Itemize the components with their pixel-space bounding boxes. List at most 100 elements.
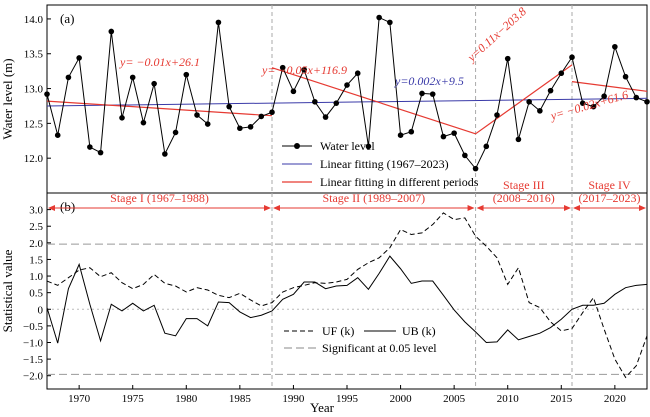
panel-b-ytick-label: −2.0 bbox=[23, 371, 43, 383]
water-level-point bbox=[579, 100, 586, 106]
period-fit-line bbox=[571, 80, 648, 92]
panel-b-xtick-label: 1985 bbox=[229, 393, 252, 405]
water-level-point bbox=[397, 132, 404, 139]
panel-b-xtick-label: 1975 bbox=[122, 393, 145, 405]
panel-b-xtick-label: 2000 bbox=[390, 393, 413, 405]
uf-line bbox=[46, 212, 648, 379]
stage-arrowhead-left bbox=[48, 204, 55, 211]
stage-label: Stage I (1967–1988) bbox=[110, 191, 209, 205]
stage-arrowhead-left bbox=[273, 204, 280, 211]
water-level-point bbox=[483, 143, 490, 150]
water-level-point bbox=[344, 82, 350, 88]
water-level-point bbox=[129, 74, 136, 81]
stage-arrowhead-left bbox=[476, 204, 484, 211]
legend-water-level-marker bbox=[294, 143, 300, 149]
water-level-point bbox=[301, 66, 307, 73]
water-level-point bbox=[526, 98, 532, 105]
stage-label-years: (2008–2016) bbox=[493, 191, 555, 205]
water-level-point bbox=[258, 113, 265, 120]
panel-a-ytick-label: 13.0 bbox=[24, 84, 44, 96]
legend-sig-label: Significant at 0.05 level bbox=[322, 341, 437, 355]
water-level-point bbox=[140, 119, 147, 126]
water-level-point bbox=[462, 152, 468, 159]
water-level-point bbox=[322, 114, 329, 120]
water-level-point bbox=[429, 91, 436, 97]
stage-label-years: (2017–2023) bbox=[579, 191, 641, 205]
water-level-point bbox=[226, 103, 232, 110]
panel-b-ytick-label: 3.0 bbox=[29, 205, 43, 217]
panel-b-ytick-label: −1.5 bbox=[23, 354, 43, 366]
panel-b-legend: UF (k) UB (k) Significant at 0.05 level bbox=[284, 324, 437, 355]
panel-a-ylabel: Water level (m) bbox=[0, 58, 15, 139]
water-level-point bbox=[97, 149, 104, 156]
panel-a-ytick-label: 13.5 bbox=[24, 49, 44, 61]
water-level-point bbox=[333, 100, 340, 106]
stage-arrowhead-right bbox=[639, 204, 646, 211]
panel-b-ytick-label: 2.5 bbox=[29, 221, 43, 233]
water-level-point bbox=[204, 121, 211, 127]
water-level-point bbox=[472, 165, 479, 172]
panel-b-ytick-label: 1.5 bbox=[29, 254, 43, 266]
period-fit-line bbox=[271, 67, 476, 135]
legend-uf-label: UF (k) bbox=[322, 324, 354, 338]
stage-label: Stage II (1989–2007) bbox=[322, 191, 425, 205]
water-level-point bbox=[172, 129, 179, 136]
water-level-point bbox=[419, 90, 425, 97]
panel-b-label: (b) bbox=[60, 199, 75, 214]
panel-b-frame bbox=[46, 192, 648, 390]
water-level-point bbox=[590, 103, 597, 110]
water-level-point bbox=[290, 88, 297, 95]
panel-b-ytick-label: 0 bbox=[38, 304, 44, 316]
water-level-point bbox=[644, 98, 650, 105]
panel-a-ytick-label: 12.5 bbox=[24, 118, 44, 130]
fit-equation-label: y=0.11x−203.8 bbox=[464, 4, 529, 65]
water-level-point bbox=[237, 125, 243, 132]
panel-a-legend: Water level Linear fitting (1967–2023) L… bbox=[282, 139, 479, 189]
water-level-point bbox=[365, 143, 372, 150]
legend-period-fit-label: Linear fitting in different periods bbox=[320, 175, 479, 189]
panel-b-ytick-label: 1.0 bbox=[29, 271, 43, 283]
panel-b-ytick-label: −1.0 bbox=[23, 337, 43, 349]
linear-fit-line bbox=[46, 97, 648, 107]
panel-b-xtick-label: 1980 bbox=[175, 393, 198, 405]
water-level-point bbox=[612, 43, 618, 50]
water-level-point bbox=[44, 91, 50, 97]
water-level-point bbox=[108, 28, 115, 35]
fit-equation-label: y= −0.02x+61.6 bbox=[548, 87, 630, 123]
water-level-point bbox=[65, 74, 72, 81]
panel-b-xtick-label: 2015 bbox=[550, 393, 573, 405]
panel-b-ytick-label: 2.0 bbox=[29, 238, 43, 250]
stage-label: Stage III bbox=[503, 178, 545, 192]
water-level-point bbox=[312, 98, 318, 105]
panel-b-ytick-label: 0.5 bbox=[29, 288, 43, 300]
water-level-point bbox=[569, 54, 575, 61]
water-level-point bbox=[194, 112, 200, 118]
panel-b-xtick-label: 2010 bbox=[497, 393, 520, 405]
stage-label: Stage IV bbox=[588, 178, 631, 192]
water-level-point bbox=[151, 80, 157, 87]
fit-equation-label: y= −0.01x+26.1 bbox=[119, 55, 200, 69]
legend-ub-label: UB (k) bbox=[402, 324, 436, 338]
panel-b-xtick-label: 1995 bbox=[336, 393, 359, 405]
water-level-point bbox=[376, 14, 382, 21]
stage-arrowhead-right bbox=[564, 204, 571, 211]
water-level-point bbox=[162, 151, 168, 157]
water-level-point bbox=[87, 144, 93, 150]
legend-linear-fit-label: Linear fitting (1967–2023) bbox=[320, 157, 449, 171]
period-fit-line bbox=[475, 64, 573, 135]
water-level-point bbox=[515, 136, 522, 143]
water-level-point bbox=[269, 109, 275, 116]
panel-b: (b) Statistical value Year −2.0 −1.5 −1.0 −… bbox=[0, 178, 648, 415]
water-level-point bbox=[558, 70, 565, 77]
water-level-point bbox=[451, 130, 457, 136]
legend-water-level-label: Water level bbox=[320, 139, 375, 153]
water-level-point bbox=[408, 128, 415, 135]
water-level-point bbox=[622, 73, 629, 80]
water-level-point bbox=[119, 115, 125, 121]
panel-a-label: (a) bbox=[60, 11, 74, 26]
panel-b-ytick-label: −0.5 bbox=[23, 321, 43, 333]
water-level-point bbox=[247, 124, 254, 130]
panel-b-ylabel: Statistical value bbox=[0, 249, 15, 332]
panel-a-ytick-label: 12.0 bbox=[24, 153, 44, 165]
